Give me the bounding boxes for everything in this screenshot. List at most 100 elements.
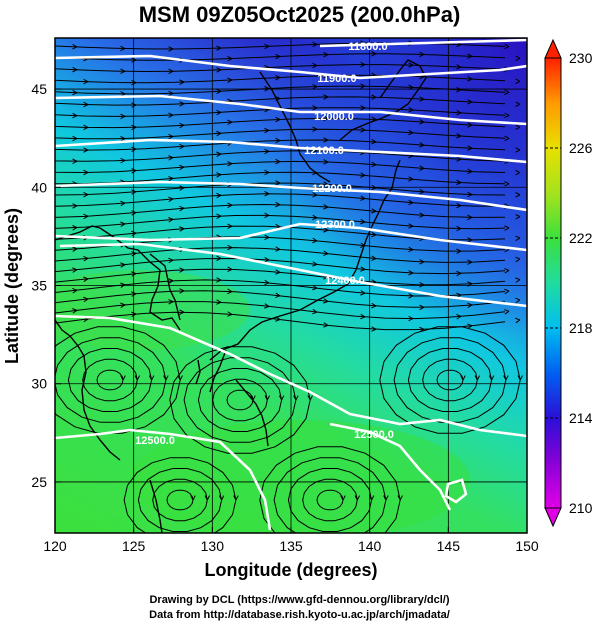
stream-arrow bbox=[360, 266, 366, 272]
stream-arrow bbox=[360, 218, 366, 225]
stream-arrow bbox=[83, 101, 89, 108]
stream-arrow bbox=[83, 276, 89, 282]
stream-arrow bbox=[408, 107, 414, 113]
stream-arrow bbox=[293, 395, 299, 401]
stream-arrow bbox=[264, 395, 271, 401]
streamline bbox=[169, 346, 311, 454]
stream-arrow bbox=[275, 116, 281, 123]
stream-arrow bbox=[275, 292, 281, 299]
stream-arrow bbox=[360, 127, 366, 133]
stream-arrow bbox=[179, 205, 185, 212]
streamline bbox=[123, 457, 237, 533]
stream-arrow bbox=[467, 53, 473, 59]
gridlines bbox=[55, 38, 527, 533]
stream-arrow bbox=[179, 288, 185, 294]
stream-arrow bbox=[264, 191, 270, 197]
stream-arrow bbox=[408, 293, 414, 299]
stream-arrow bbox=[227, 266, 233, 272]
y-tick-label: 30 bbox=[31, 376, 47, 392]
stream-arrow bbox=[134, 375, 141, 381]
contour-label: 12300.0 bbox=[315, 219, 355, 231]
stream-arrow bbox=[467, 145, 473, 151]
streamline bbox=[55, 214, 506, 230]
streamline bbox=[226, 389, 254, 411]
stream-arrow bbox=[515, 297, 521, 304]
stream-arrow bbox=[148, 375, 155, 381]
stream-arrow bbox=[371, 138, 377, 145]
stream-arrow bbox=[264, 303, 270, 309]
stream-arrow bbox=[323, 115, 329, 122]
stream-arrow bbox=[517, 375, 523, 381]
stream-arrow bbox=[264, 148, 270, 155]
stream-arrow bbox=[419, 165, 425, 171]
stream-arrow bbox=[168, 155, 174, 161]
stream-arrow bbox=[515, 192, 521, 198]
streamline bbox=[55, 337, 167, 423]
streamline bbox=[152, 478, 208, 522]
credit-drawing: Drawing by DCL (https://www.gfd-dennou.o… bbox=[149, 594, 450, 606]
stream-arrow bbox=[323, 250, 329, 256]
streamline bbox=[302, 478, 358, 522]
stream-arrow bbox=[227, 161, 233, 167]
stream-arrow bbox=[168, 278, 174, 284]
contour-label: 12000.0 bbox=[314, 111, 354, 123]
colorbar-label: 222 bbox=[569, 230, 593, 246]
stream-arrow bbox=[168, 257, 174, 264]
streamline bbox=[96, 369, 124, 391]
stream-arrow bbox=[504, 112, 510, 118]
stream-arrow bbox=[190, 495, 196, 501]
stream-arrow bbox=[456, 109, 462, 116]
stream-arrow bbox=[460, 375, 466, 381]
stream-arrow bbox=[275, 95, 281, 102]
x-tick-label: 135 bbox=[279, 538, 303, 554]
stream-arrow bbox=[419, 96, 425, 102]
stream-arrow bbox=[408, 270, 414, 276]
stream-arrow bbox=[467, 76, 473, 82]
stream-arrow bbox=[216, 109, 222, 116]
stream-arrow bbox=[120, 68, 126, 74]
stream-arrow bbox=[216, 299, 222, 305]
stream-arrow bbox=[264, 234, 270, 241]
stream-arrow bbox=[216, 192, 222, 199]
stream-arrow bbox=[360, 83, 366, 89]
stream-arrow bbox=[515, 55, 521, 62]
stream-arrow bbox=[408, 62, 414, 68]
contour-label: 12200.0 bbox=[312, 183, 352, 195]
stream-arrow bbox=[120, 302, 126, 308]
stream-arrow bbox=[371, 302, 377, 309]
stream-arrow bbox=[312, 214, 318, 221]
stream-arrow bbox=[312, 261, 318, 267]
stream-arrow bbox=[312, 41, 318, 48]
streamline bbox=[55, 257, 506, 275]
stream-arrow bbox=[131, 311, 137, 318]
stream-arrow bbox=[264, 86, 270, 92]
stream-arrow bbox=[168, 112, 174, 118]
stream-arrow bbox=[72, 246, 78, 252]
stream-arrow bbox=[504, 225, 510, 231]
stream-arrow bbox=[216, 255, 222, 262]
height-contours bbox=[55, 38, 527, 531]
streamline bbox=[197, 368, 283, 432]
stream-arrow bbox=[419, 282, 425, 288]
stream-arrow bbox=[72, 158, 78, 164]
stream-arrow bbox=[515, 256, 521, 263]
stream-arrow bbox=[371, 51, 377, 57]
stream-arrow bbox=[120, 375, 126, 381]
stream-arrow bbox=[408, 223, 414, 229]
stream-arrow bbox=[216, 88, 222, 95]
stream-arrow bbox=[179, 309, 185, 315]
stream-arrow bbox=[312, 237, 318, 244]
stream-arrow bbox=[227, 55, 233, 62]
stream-arrow bbox=[131, 189, 137, 195]
stream-arrow bbox=[360, 105, 366, 111]
stream-arrow bbox=[307, 395, 313, 401]
stream-arrow bbox=[264, 43, 270, 50]
stream-arrow bbox=[368, 495, 375, 501]
stream-arrow bbox=[83, 296, 89, 303]
stream-arrow bbox=[467, 281, 473, 287]
stream-arrow bbox=[179, 185, 185, 191]
stream-arrow bbox=[168, 299, 174, 305]
stream-arrow bbox=[264, 127, 270, 134]
stream-arrow bbox=[467, 168, 473, 175]
colorbar-min-arrow bbox=[544, 507, 562, 528]
